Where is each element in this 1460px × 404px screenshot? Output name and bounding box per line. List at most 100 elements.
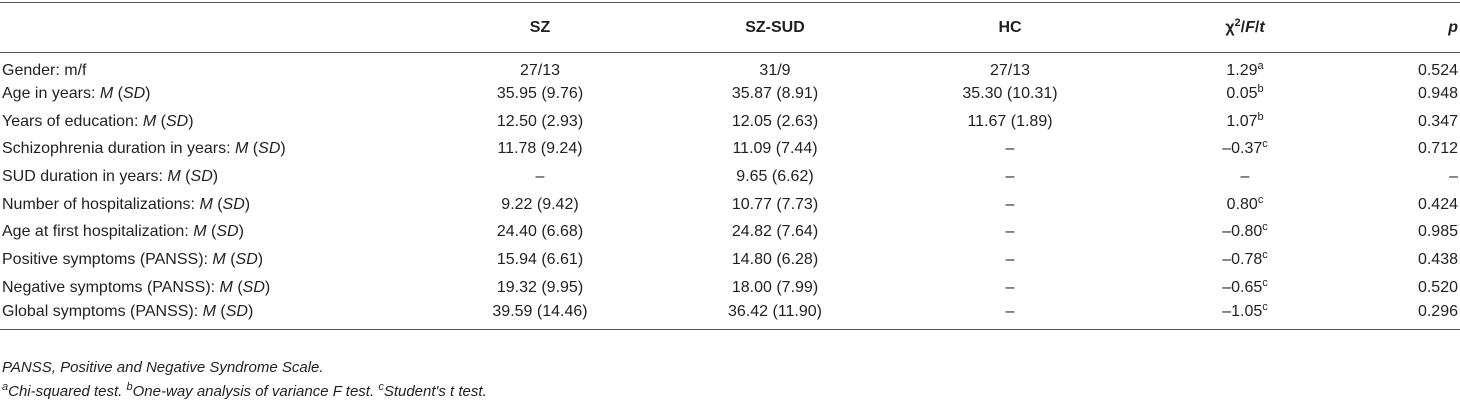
superscript: c: [378, 381, 384, 393]
text-run: Schizophrenia duration in years:: [2, 140, 236, 158]
table-cell: 39.59 (14.46): [492, 303, 588, 321]
superscript: c: [1262, 249, 1268, 262]
text-run: –0.65: [1222, 278, 1263, 296]
text-run: Negative symptoms (PANSS):: [2, 278, 220, 296]
column-header: SZ-SUD: [745, 18, 805, 36]
table-cell: 11.67 (1.89): [967, 112, 1053, 130]
italic-run: M: [235, 140, 249, 158]
table-cell: –: [1005, 278, 1015, 296]
table-cell: 0.347: [1417, 112, 1458, 130]
italic-run: p: [1448, 18, 1458, 36]
superscript: c: [1262, 138, 1268, 151]
italic-run: M: [142, 112, 157, 130]
superscript: b: [1257, 83, 1264, 96]
text-run: –1.05: [1222, 303, 1263, 321]
text-run: ): [238, 223, 244, 241]
italic-run: M: [167, 168, 181, 186]
text-run: Positive symptoms (PANSS):: [2, 251, 213, 269]
table-cell: 35.95 (9.76): [496, 85, 584, 103]
table-cell: 18.00 (7.99): [731, 278, 819, 296]
table-row: Global symptoms (PANSS): M (SD) 39.59 (14…: [0, 302, 1460, 330]
superscript: c: [1262, 301, 1268, 314]
text-run: Chi-squared test.: [8, 383, 127, 400]
table-cell: 0.296: [1417, 303, 1458, 321]
table-cell: 15.94 (6.61): [496, 251, 584, 269]
column-header: χ2/F/t: [1130, 3, 1360, 53]
column-header: SZ: [529, 18, 551, 36]
table-cell: 9.22 (9.42): [501, 195, 579, 213]
row-label: Number of hospitalizations: M (SD): [0, 191, 420, 219]
superscript: a: [2, 381, 9, 393]
table-row: Gender: m/f 27/13 31/9 27/13 1.29a 0.524: [0, 53, 1460, 81]
superscript: 2: [1234, 16, 1241, 29]
table-cell: 0.05b: [1130, 80, 1360, 108]
table-row: Age at first hospitalization: M (SD) 24.4…: [0, 219, 1460, 247]
table-cell: 19.32 (9.95): [496, 278, 584, 296]
table-cell: 12.50 (2.93): [496, 112, 584, 130]
table-cell: 0.948: [1417, 85, 1458, 103]
table-cell: 0.712: [1417, 140, 1458, 158]
italic-run: F: [1245, 18, 1255, 36]
header-row: SZ SZ-SUD HC χ2/F/t p: [0, 2, 1460, 53]
text-run: (: [215, 303, 226, 321]
italic-run: M: [212, 251, 226, 269]
table-cell: 0.80c: [1130, 191, 1360, 219]
footnotes: PANSS, Positive and Negative Syndrome Sc…: [2, 356, 487, 404]
row-label: Gender: m/f: [2, 61, 87, 79]
table-cell: 31/9: [759, 61, 791, 79]
text-run: ): [280, 140, 286, 158]
text-run: Global symptoms (PANSS):: [2, 303, 203, 321]
superscript: c: [1262, 276, 1268, 289]
table-cell: –1.05c: [1130, 302, 1360, 330]
table-cell: 24.40 (6.68): [496, 223, 584, 241]
italic-run: M: [193, 223, 207, 241]
table-cell: 27/13: [519, 61, 561, 79]
table-cell: –0.65c: [1130, 274, 1360, 302]
text-run: ): [257, 251, 264, 269]
table-cell: 12.05 (2.63): [731, 112, 819, 130]
table-cell: –: [1005, 195, 1015, 213]
table-cell: 0.438: [1417, 251, 1458, 269]
text-run: –0.37: [1222, 140, 1263, 158]
text-run: (: [225, 251, 236, 269]
table-cell: –: [1005, 303, 1015, 321]
table-cell: –0.80c: [1130, 219, 1360, 247]
text-run: (: [212, 195, 223, 213]
table-cell: 11.09 (7.44): [732, 140, 818, 158]
footnote: PANSS, Positive and Negative Syndrome Sc…: [2, 359, 324, 376]
table-row: Negative symptoms (PANSS): M (SD) 19.32 (…: [0, 274, 1460, 302]
table-cell: 0.985: [1417, 223, 1458, 241]
table-cell: 36.42 (11.90): [728, 303, 822, 321]
superscript: b: [126, 381, 133, 393]
italic-run: SD: [222, 195, 245, 213]
table-cell: –0.78c: [1130, 246, 1360, 274]
table-cell: 35.87 (8.91): [731, 85, 819, 103]
row-label: Years of education: M (SD): [0, 108, 420, 136]
text-run: ): [188, 112, 194, 130]
italic-run: SD: [122, 85, 146, 103]
italic-run: SD: [216, 223, 239, 241]
table-cell: 35.30 (10.31): [962, 85, 1058, 103]
text-run: (: [232, 278, 243, 296]
text-run: (: [113, 85, 123, 103]
text-run: 1.07: [1226, 112, 1258, 130]
table-cell: 0.520: [1417, 278, 1458, 296]
text-run: χ: [1225, 18, 1235, 36]
italic-run: t: [1259, 18, 1265, 36]
table-cell: –: [1005, 140, 1015, 158]
text-run: (: [248, 140, 259, 158]
text-run: –0.80: [1222, 223, 1263, 241]
text-run: ): [145, 85, 151, 103]
text-run: –0.78: [1222, 251, 1263, 269]
table-row: Age in years: M (SD) 35.95 (9.76) 35.87 (8…: [0, 80, 1460, 108]
text-run: Student's t test.: [383, 383, 487, 400]
row-label: Positive symptoms (PANSS): M (SD): [0, 246, 420, 274]
text-run: Age at first hospitalization:: [2, 223, 194, 241]
italic-run: M: [202, 303, 216, 321]
text-run: /: [1254, 18, 1260, 36]
superscript: c: [1262, 221, 1268, 234]
text-run: ): [244, 195, 251, 213]
table-cell: 0.524: [1417, 61, 1458, 79]
italic-run: SD: [190, 168, 213, 186]
